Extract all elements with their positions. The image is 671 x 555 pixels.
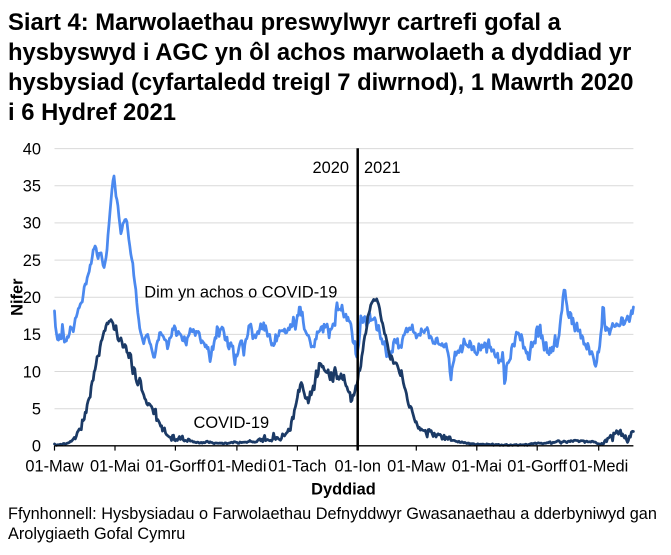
svg-text:Nifer: Nifer <box>8 278 26 316</box>
svg-text:5: 5 <box>32 401 41 419</box>
svg-text:01-Gorff: 01-Gorff <box>145 458 205 476</box>
svg-text:Dim yn achos o COVID-19: Dim yn achos o COVID-19 <box>144 284 337 302</box>
svg-text:35: 35 <box>23 178 41 196</box>
svg-text:Dyddiad: Dyddiad <box>311 481 376 499</box>
svg-text:2020: 2020 <box>313 159 349 177</box>
svg-text:25: 25 <box>23 252 41 270</box>
svg-text:01-Medi: 01-Medi <box>569 458 628 476</box>
svg-text:01-Medi: 01-Medi <box>207 458 266 476</box>
svg-text:COVID-19: COVID-19 <box>194 414 270 432</box>
svg-text:01-Mai: 01-Mai <box>90 458 140 476</box>
svg-text:01-Tach: 01-Tach <box>268 458 326 476</box>
svg-text:01-Mai: 01-Mai <box>452 458 502 476</box>
svg-text:2021: 2021 <box>364 159 400 177</box>
svg-text:40: 40 <box>23 140 41 158</box>
svg-text:01-Maw: 01-Maw <box>25 458 83 476</box>
svg-text:01-Gorff: 01-Gorff <box>507 458 567 476</box>
svg-text:01-Maw: 01-Maw <box>387 458 445 476</box>
svg-text:0: 0 <box>32 438 41 456</box>
svg-text:15: 15 <box>23 326 41 344</box>
svg-text:20: 20 <box>23 289 41 307</box>
svg-text:30: 30 <box>23 215 41 233</box>
svg-text:10: 10 <box>23 363 41 381</box>
svg-text:01-Ion: 01-Ion <box>335 458 381 476</box>
